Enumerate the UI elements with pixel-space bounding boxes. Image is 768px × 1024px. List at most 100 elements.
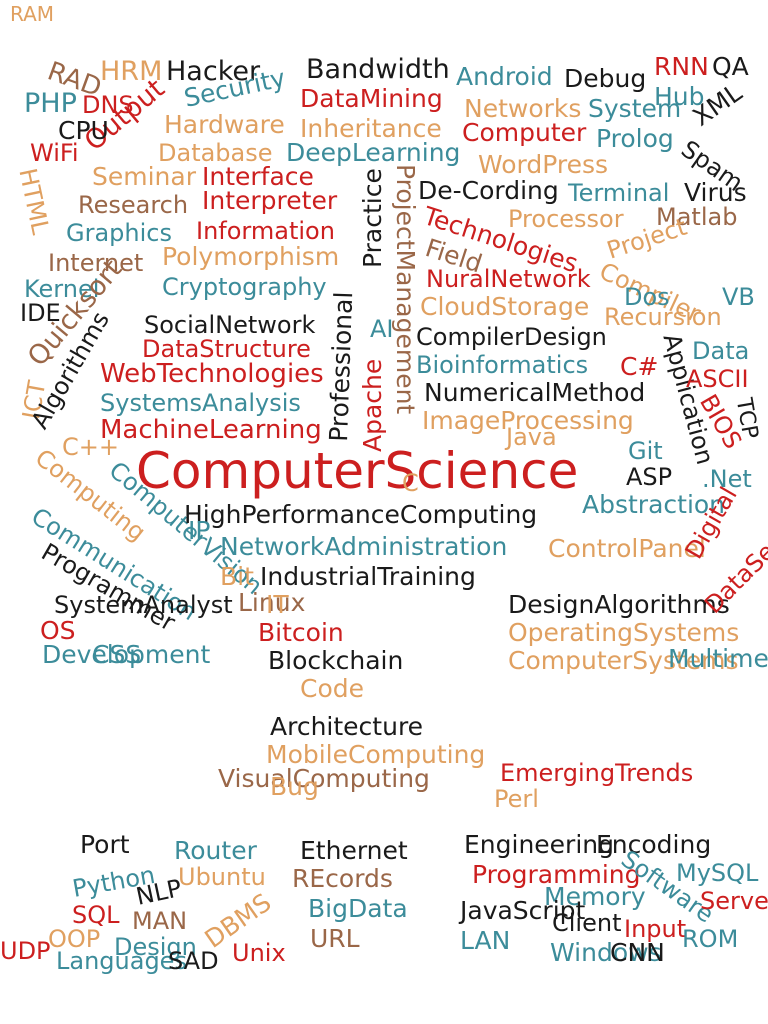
cloud-word: WordPress <box>478 150 609 179</box>
cloud-word: ComputerSystems <box>508 646 739 675</box>
cloud-word: Development <box>42 640 211 669</box>
cloud-word: Computer <box>462 118 587 147</box>
cloud-word: Android <box>456 62 553 91</box>
cloud-word: JavaScript <box>460 896 586 925</box>
cloud-word: Professional <box>324 291 359 443</box>
cloud-word: Engineering <box>464 830 614 859</box>
cloud-word: Processor <box>508 204 624 233</box>
cloud-word: IT <box>266 590 289 619</box>
cloud-word: MAN <box>132 906 188 935</box>
cloud-word: C <box>402 468 419 497</box>
cloud-word: .Net <box>702 464 752 493</box>
cloud-word: Bug <box>270 772 319 801</box>
cloud-word: MySQL <box>676 858 759 887</box>
cloud-word: Windows <box>550 938 662 967</box>
cloud-word: Virus <box>684 178 747 207</box>
cloud-word: Hub <box>654 82 705 111</box>
cloud-word: SystemAnalyst <box>54 590 233 619</box>
cloud-word: CloudStorage <box>420 292 590 321</box>
cloud-word: Bit <box>220 562 254 591</box>
cloud-word: DataMining <box>300 84 443 113</box>
cloud-word: IDE <box>20 298 61 327</box>
cloud-word: Ethernet <box>300 836 408 865</box>
cloud-word: DesignAlgorithms <box>508 590 730 619</box>
cloud-word: NumericalMethod <box>424 378 646 407</box>
cloud-word: Hardware <box>164 110 285 139</box>
cloud-word: Server <box>700 886 768 915</box>
cloud-word: QA <box>712 52 749 81</box>
cloud-word: Research <box>78 190 189 219</box>
cloud-word: OOP <box>48 924 101 953</box>
cloud-word: Information <box>196 216 335 245</box>
cloud-word: Seminar <box>92 162 196 191</box>
cloud-word: Interpreter <box>202 186 338 215</box>
cloud-word: AI <box>370 314 394 343</box>
cloud-word: HighPerformanceComputing <box>184 500 538 529</box>
cloud-word: Database <box>158 138 273 167</box>
cloud-word: Inheritance <box>300 114 442 143</box>
cloud-word: MobileComputing <box>266 740 486 769</box>
cloud-word: CSS <box>92 640 142 669</box>
cloud-word: BigData <box>308 894 408 923</box>
cloud-word: Dos <box>624 282 670 311</box>
cloud-word: Router <box>174 836 257 865</box>
cloud-word: SAD <box>168 946 219 975</box>
cloud-word: Debug <box>564 64 647 93</box>
cloud-word: Prolog <box>596 124 674 153</box>
cloud-word: Code <box>300 674 365 703</box>
cloud-word: ImageProcessing <box>422 406 634 435</box>
cloud-word: Unix <box>232 938 286 967</box>
cloud-word: URL <box>310 924 360 953</box>
cloud-word: Port <box>80 830 130 859</box>
cloud-word: Apache <box>358 358 387 452</box>
cloud-word: Recursion <box>604 302 722 331</box>
cloud-word: De-Cording <box>418 176 559 205</box>
cloud-word: RAM <box>10 2 55 26</box>
cloud-word: Terminal <box>568 178 670 207</box>
cloud-word: OperatingSystems <box>508 618 740 647</box>
cloud-word: Interface <box>202 162 314 191</box>
cloud-word: Programming <box>472 860 641 889</box>
cloud-word: Multimedia <box>668 644 768 673</box>
cloud-word: NuralNetwork <box>426 264 591 293</box>
cloud-word: Ubuntu <box>178 862 266 891</box>
cloud-word: Input <box>624 914 687 943</box>
cloud-word: Data <box>692 336 750 365</box>
cloud-word: Memory <box>544 882 646 911</box>
cloud-word: SocialNetwork <box>144 310 316 339</box>
cloud-word: DataStructure <box>142 334 311 363</box>
cloud-word: Cryptography <box>162 272 327 301</box>
cloud-word: Perl <box>494 784 539 813</box>
cloud-word: ProjectManagement <box>391 164 420 415</box>
cloud-word: ControlPanel <box>548 534 706 563</box>
cloud-word: Hacker <box>166 56 261 88</box>
cloud-word: Design <box>114 932 197 961</box>
cloud-word: Graphics <box>66 218 172 247</box>
cloud-word: DeepLearning <box>286 138 461 167</box>
cloud-word: Polymorphism <box>162 242 340 271</box>
cloud-word: CNN <box>610 938 665 967</box>
cloud-word: System <box>588 94 682 123</box>
cloud-word: ASCII <box>686 364 749 393</box>
cloud-word: PHP <box>24 88 77 120</box>
cloud-word: CompilerDesign <box>416 322 607 351</box>
cloud-word: SQL <box>72 900 120 929</box>
cloud-word: MachineLearning <box>100 415 322 446</box>
cloud-word: Blockchain <box>268 646 404 675</box>
cloud-word: REcords <box>292 864 393 893</box>
cloud-word: VisualComputing <box>218 764 430 793</box>
cloud-word: C++ <box>62 432 119 461</box>
cloud-word: UDP <box>0 936 51 965</box>
cloud-word: LAN <box>460 926 511 955</box>
cloud-word: Bitcoin <box>258 618 344 647</box>
cloud-word: Bandwidth <box>306 54 450 86</box>
cloud-word: EmergingTrends <box>500 758 694 787</box>
cloud-word: ASP <box>626 462 673 491</box>
cloud-word: C# <box>620 352 659 381</box>
cloud-word: IndustrialTraining <box>260 562 476 591</box>
cloud-word: SystemsAnalysis <box>100 388 301 417</box>
cloud-word: Git <box>628 436 663 465</box>
cloud-word: NLP <box>133 873 185 911</box>
cloud-word: TCP <box>730 396 763 442</box>
cloud-word: Internet <box>48 248 144 277</box>
